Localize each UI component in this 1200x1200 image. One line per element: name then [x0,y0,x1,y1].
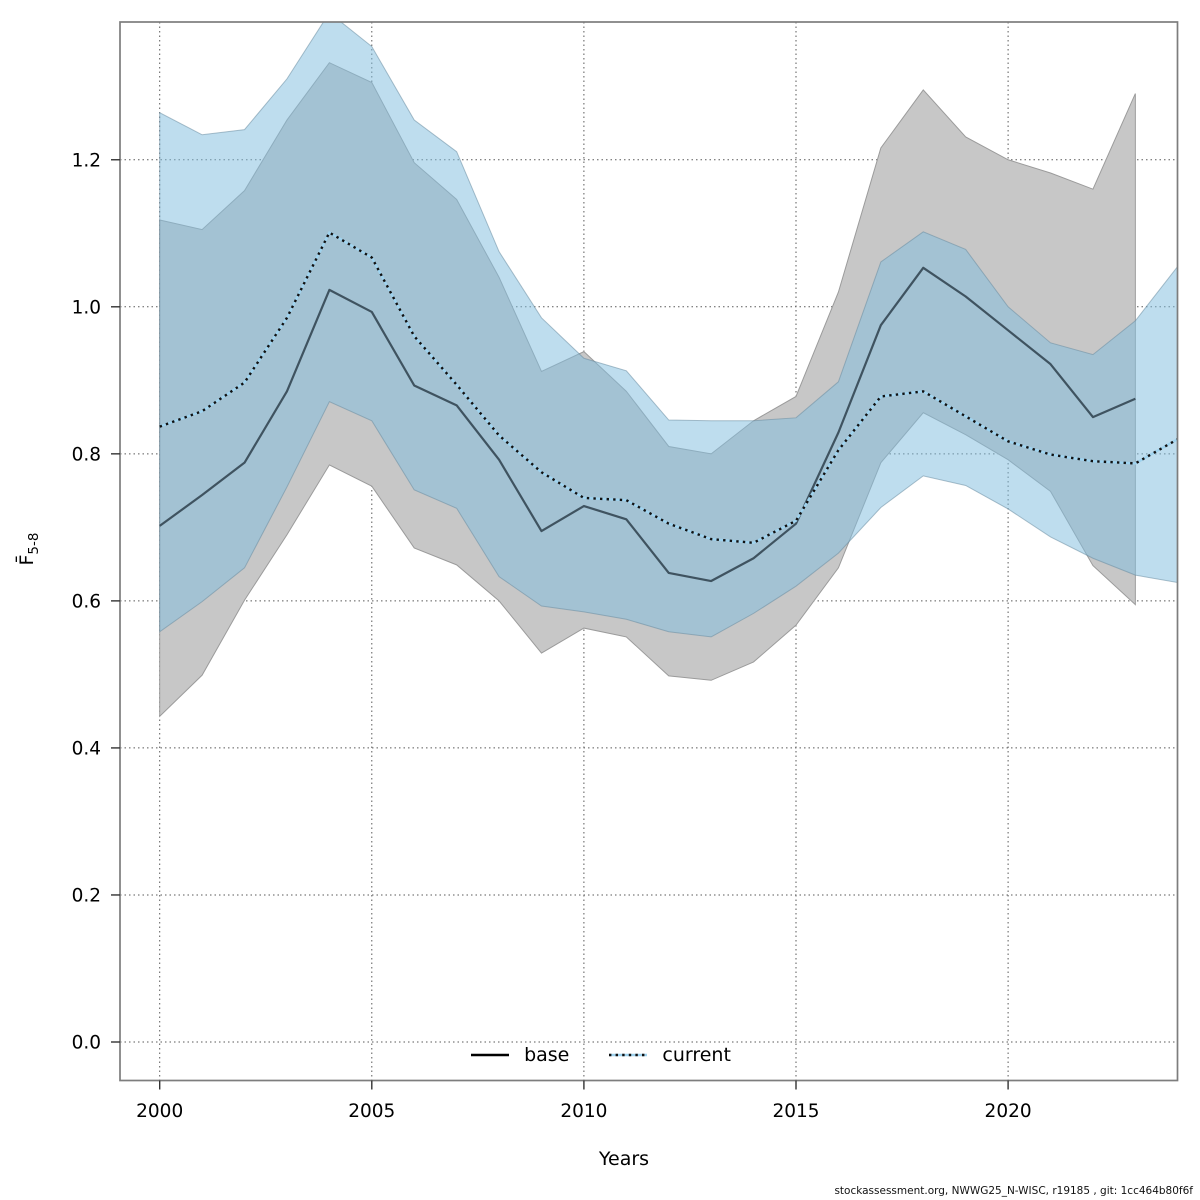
x-tick-label-2015: 2015 [772,1101,819,1122]
x-tick-label-2005: 2005 [348,1101,395,1122]
y-tick-label-1.0: 1.0 [72,297,101,318]
y-tick-label-1.2: 1.2 [72,150,101,171]
x-tick-label-2020: 2020 [985,1101,1032,1122]
y-axis-label: F̄5-8 [16,533,42,566]
y-tick-label-0.8: 0.8 [72,444,101,465]
x-tick-label-2000: 2000 [136,1101,183,1122]
y-tick-label-0.6: 0.6 [72,591,101,612]
y-axis-label-main: F̄ [16,554,38,566]
y-tick-label-0.2: 0.2 [72,885,101,906]
y-tick-label-0.4: 0.4 [72,738,101,759]
x-tick-label-2010: 2010 [560,1101,607,1122]
footer-credit: stockassessment.org, NWWG25_N-WISC, r191… [834,1185,1193,1197]
x-axis-label: Years [598,1148,650,1170]
y-tick-label-0.0: 0.0 [72,1033,101,1054]
y-axis-label-subscript: 5-8 [26,532,42,555]
